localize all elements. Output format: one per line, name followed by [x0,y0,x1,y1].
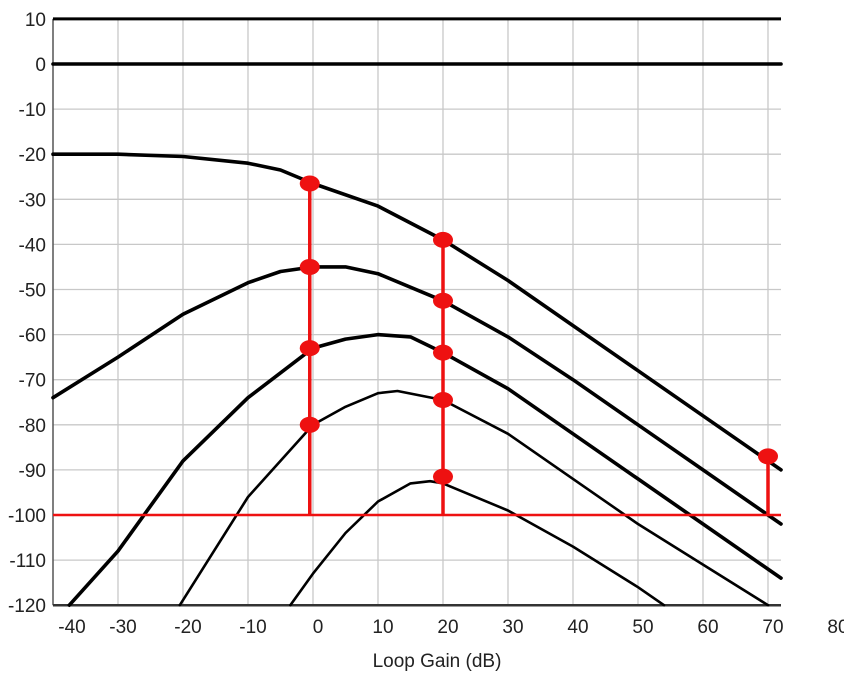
y-tick-label: -50 [19,281,46,302]
marker-dot [433,391,453,408]
grid [52,17,781,607]
marker-dot [299,175,320,192]
y-tick-label: 0 [35,55,46,76]
y-tick-label: -40 [19,235,46,256]
x-tick-label: 30 [502,617,523,638]
y-tick-label: -100 [8,506,46,527]
y-tick-label: -120 [8,596,46,617]
y-tick-label: -60 [19,326,46,347]
y-tick-label: -90 [19,461,46,482]
series-curve-1 [51,152,783,472]
y-tick-labels: 10 0 -10 -20 -30 -40 -50 -60 -70 -80 -90 -100 -110 -1… [8,10,46,617]
x-tick-label: -10 [239,617,266,638]
marker-dot [758,448,778,465]
marker-dot [433,468,453,485]
y-tick-label: -20 [19,145,46,166]
x-tick-label: -30 [109,617,136,638]
marker-dot [299,416,320,433]
marker-dot [433,344,453,361]
x-axis-label: Loop Gain (dB) [373,651,502,672]
x-tick-label: 20 [437,617,458,638]
series-curve-3 [67,332,783,607]
y-tick-label: -30 [19,190,46,211]
x-tick-label: 10 [372,617,393,638]
x-tick-label: 70 [762,617,783,638]
x-tick-label: 60 [697,617,718,638]
series-curve-5 [289,479,666,607]
y-tick-label: -10 [19,100,46,121]
x-tick-label: -20 [174,617,201,638]
x-tick-label: 50 [632,617,653,638]
series-layer [51,62,783,607]
series-curve-2 [51,265,783,526]
y-tick-label: 10 [25,10,46,31]
series-curve-4 [178,389,770,607]
x-tick-label: 0 [313,617,324,638]
marker-dot [433,231,453,248]
y-tick-label: -70 [19,371,46,392]
x-tick-labels: -40 -30 -20 -10 0 10 20 30 40 50 60 70 80 [58,617,844,638]
y-tick-label: -80 [19,416,46,437]
x-tick-label: 40 [567,617,588,638]
marker-dot [433,292,453,309]
marker-dot [299,340,320,357]
x-tick-label: 80 [827,617,844,638]
marker-dot [299,258,320,275]
y-tick-label: -110 [9,551,46,572]
annotation-layer [53,175,781,517]
x-tick-label: -40 [58,617,85,638]
